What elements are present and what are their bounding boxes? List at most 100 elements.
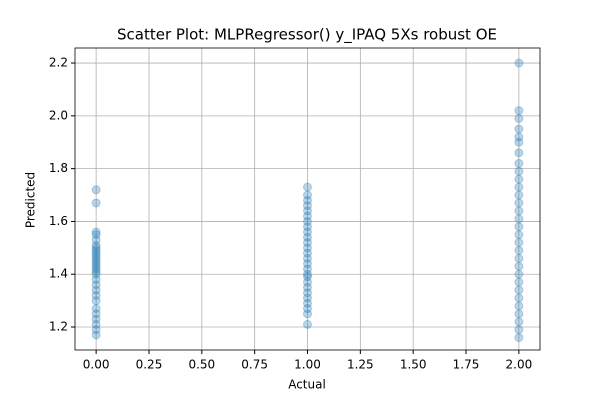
point <box>91 296 101 306</box>
point <box>91 314 101 324</box>
point <box>514 253 524 263</box>
point <box>514 317 524 327</box>
y-tick-label: 1.8 <box>49 161 68 175</box>
point <box>303 298 312 308</box>
point <box>91 185 101 195</box>
point <box>514 230 524 240</box>
point <box>91 304 101 314</box>
y-tick-label: 1.4 <box>49 267 68 281</box>
point <box>303 272 312 282</box>
point <box>514 222 524 232</box>
point <box>514 333 524 343</box>
point <box>514 113 524 123</box>
point <box>91 267 101 277</box>
point <box>303 222 312 232</box>
point <box>514 137 524 147</box>
y-axis-label: Predicted <box>24 172 38 228</box>
x-tick-label: 1.25 <box>347 358 374 372</box>
point <box>303 277 312 287</box>
y-tick-label: 1.2 <box>49 320 68 334</box>
point <box>91 243 101 253</box>
point <box>91 261 101 271</box>
point <box>91 227 101 237</box>
point <box>303 227 312 237</box>
point <box>514 190 524 200</box>
point <box>514 293 524 303</box>
point <box>91 285 101 295</box>
y-tick-label: 2.0 <box>49 108 68 122</box>
point <box>303 232 312 242</box>
point <box>514 269 524 279</box>
point <box>514 148 524 158</box>
point <box>303 304 312 314</box>
point <box>91 198 101 208</box>
point <box>303 269 312 279</box>
point <box>303 201 312 211</box>
point <box>303 293 312 303</box>
x-tick-label: 1.00 <box>294 358 321 372</box>
point <box>303 248 312 258</box>
point <box>91 309 101 319</box>
point <box>303 216 312 226</box>
x-tick-label: 1.50 <box>400 358 427 372</box>
point <box>303 288 312 298</box>
point <box>91 256 101 266</box>
point <box>514 198 524 208</box>
point <box>303 190 312 200</box>
point <box>91 259 101 269</box>
point <box>514 58 524 68</box>
point <box>303 264 312 274</box>
point <box>91 251 101 261</box>
point <box>514 277 524 287</box>
point <box>514 206 524 216</box>
x-tick-label: 0.50 <box>188 358 215 372</box>
point <box>514 309 524 319</box>
y-tick-label: 1.6 <box>49 214 68 228</box>
point <box>91 240 101 250</box>
point <box>514 132 524 142</box>
x-tick-label: 0.25 <box>136 358 163 372</box>
point <box>514 124 524 134</box>
point <box>91 319 101 329</box>
x-tick-label: 1.75 <box>453 358 480 372</box>
point <box>514 214 524 224</box>
point <box>91 245 101 255</box>
point <box>91 269 101 279</box>
point <box>514 301 524 311</box>
point <box>303 211 312 221</box>
point <box>514 325 524 335</box>
point <box>514 238 524 248</box>
point <box>303 259 312 269</box>
point <box>303 206 312 216</box>
point <box>514 106 524 116</box>
point <box>514 285 524 295</box>
point <box>91 330 101 340</box>
chart-title: Scatter Plot: MLPRegressor() y_IPAQ 5Xs … <box>117 26 497 45</box>
point <box>514 166 524 176</box>
point <box>91 248 101 258</box>
point <box>91 264 101 274</box>
x-tick-label: 0.75 <box>241 358 268 372</box>
point <box>91 230 101 240</box>
point <box>303 243 312 253</box>
point <box>91 235 101 245</box>
point <box>514 158 524 168</box>
point <box>514 182 524 192</box>
point <box>91 275 101 285</box>
point <box>514 174 524 184</box>
y-tick-label: 2.2 <box>49 56 68 70</box>
point <box>514 261 524 271</box>
point <box>303 309 312 319</box>
point <box>91 253 101 263</box>
point <box>303 253 312 263</box>
point <box>303 182 312 192</box>
point <box>303 238 312 248</box>
point <box>91 290 101 300</box>
point <box>514 245 524 255</box>
plot-frame <box>74 47 541 351</box>
point <box>91 325 101 335</box>
x-tick-label: 0.00 <box>83 358 110 372</box>
point <box>303 282 312 292</box>
x-tick-label: 2.00 <box>506 358 533 372</box>
